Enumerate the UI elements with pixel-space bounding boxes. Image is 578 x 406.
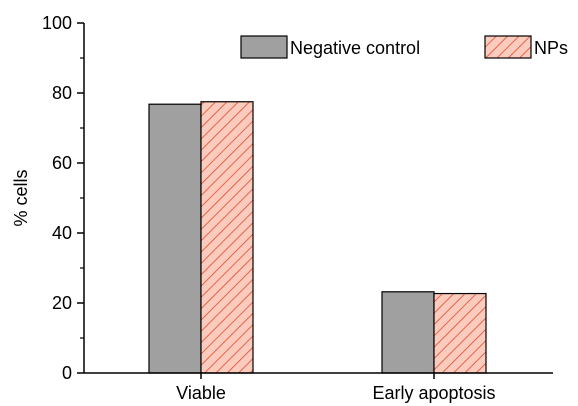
y-tick-label: 100 [42, 13, 72, 33]
y-tick-label: 80 [52, 83, 72, 103]
bar-nps [200, 101, 254, 374]
x-ticks-group: Viable Early apoptosis [176, 373, 496, 403]
legend-label: NPs [534, 38, 568, 58]
y-axis: 0 20 40 60 80 100 [42, 13, 85, 383]
y-tick-label: 20 [52, 293, 72, 313]
bar-negative-control [148, 103, 202, 374]
x-tick-label: Early apoptosis [372, 383, 495, 403]
x-tick-label: Viable [176, 383, 226, 403]
y-axis-label: % cells [11, 169, 31, 226]
legend-swatch [240, 35, 288, 59]
legend: Negative control NPs [240, 35, 568, 59]
legend-label: Negative control [290, 38, 420, 58]
bars-group [148, 101, 487, 374]
bar-nps [433, 292, 487, 374]
y-tick-label: 40 [52, 223, 72, 243]
legend-swatch [484, 35, 532, 59]
y-tick-label: 0 [62, 363, 72, 383]
y-ticks-group: 0 20 40 60 80 100 [42, 13, 84, 383]
y-tick-label: 60 [52, 153, 72, 173]
x-axis: Viable Early apoptosis [84, 372, 553, 403]
bar-negative-control [381, 291, 435, 374]
